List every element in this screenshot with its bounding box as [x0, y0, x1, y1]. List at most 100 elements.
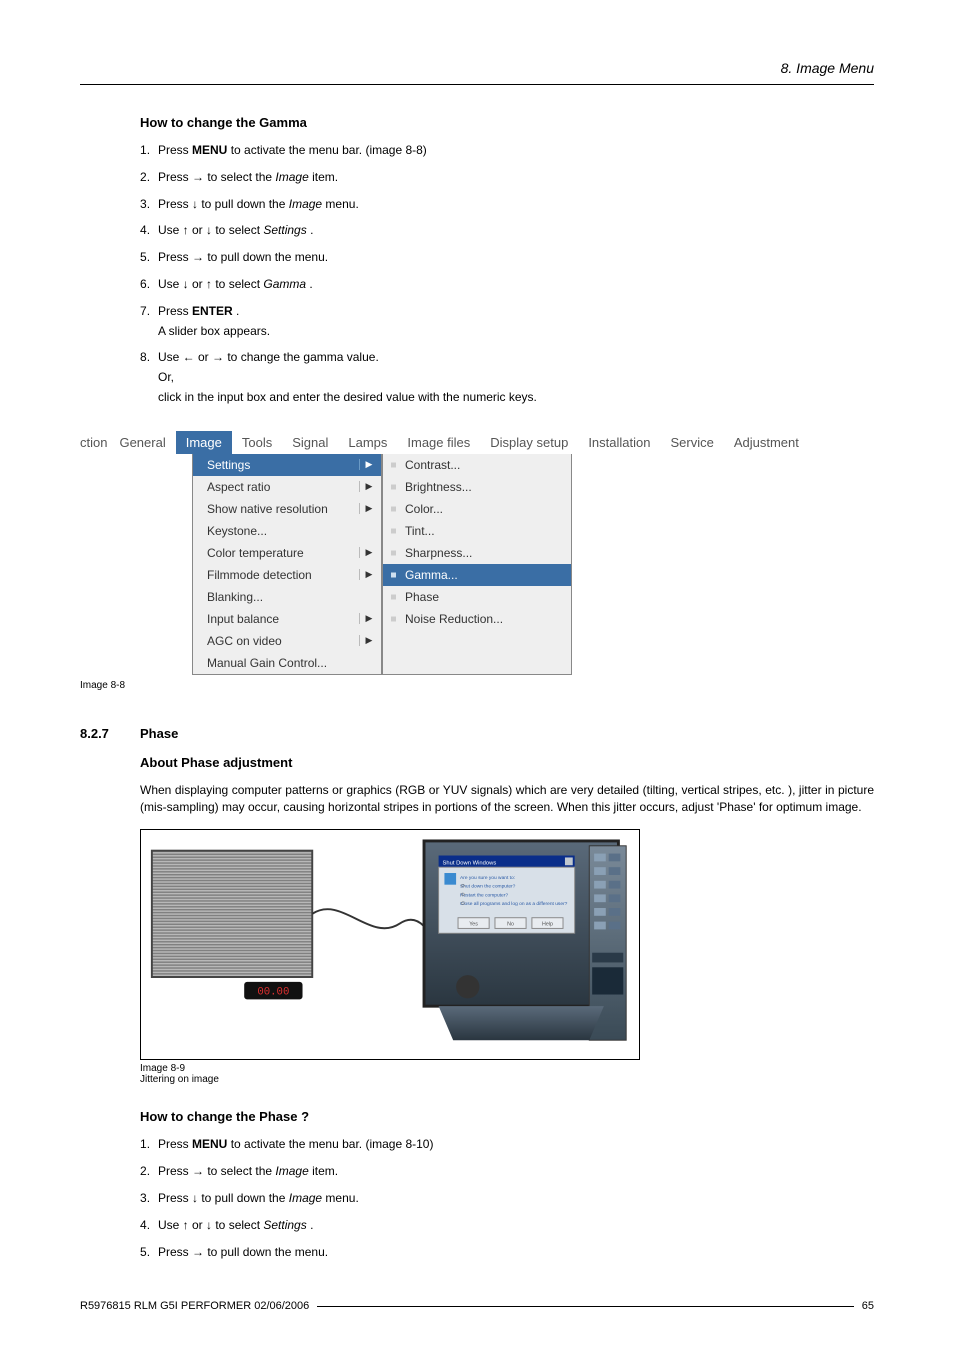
submenu-label: Phase	[405, 590, 565, 604]
submenu-item[interactable]: Blanking...	[193, 586, 381, 608]
menubar-item[interactable]: General	[109, 431, 175, 454]
step-item: Use ↑ or ↓ to select Settings .	[140, 1217, 874, 1234]
section-8-2-7-row: 8.2.7 Phase	[80, 726, 874, 741]
submenu-item[interactable]: Filmmode detection▶	[193, 564, 381, 586]
submenu-item[interactable]: Color...	[383, 498, 571, 520]
step-item: Press → to select the Image item.	[140, 1163, 874, 1180]
submenus: Settings▶Aspect ratio▶Show native resolu…	[80, 454, 840, 675]
submenu-item[interactable]: Brightness...	[383, 476, 571, 498]
svg-text:Close all programs and log on: Close all programs and log on as a diffe…	[460, 901, 568, 907]
svg-text:Shut Down Windows: Shut Down Windows	[442, 861, 496, 867]
submenu-item[interactable]: Keystone...	[193, 520, 381, 542]
submenu-label: Color temperature	[207, 546, 359, 560]
step-item: Press MENU to activate the menu bar. (im…	[140, 1136, 874, 1153]
step-item: Press MENU to activate the menu bar. (im…	[140, 142, 874, 159]
submenu-label: Keystone...	[207, 524, 375, 538]
image-8-9-desc: Jittering on image	[140, 1074, 874, 1085]
phase-figure: 00.00 Shut Down Windows Are you sure you w…	[140, 829, 640, 1060]
step-item: Press ↓ to pull down the Image menu.	[140, 196, 874, 213]
menubar-item[interactable]: Adjustment	[724, 431, 809, 454]
menubar-cut: ction	[80, 431, 109, 454]
submenu-label: Sharpness...	[405, 546, 565, 560]
menubar-item[interactable]: Display setup	[480, 431, 578, 454]
submenu-arrow-icon: ▶	[359, 481, 375, 492]
step-item: Use ← or → to change the gamma value.Or,…	[140, 349, 874, 405]
phase-about-title: About Phase adjustment	[140, 755, 874, 770]
footer-left: R5976815 RLM G5I PERFORMER 02/06/2006	[80, 1300, 309, 1312]
submenu-label: Filmmode detection	[207, 568, 359, 582]
section-num: 8.2.7	[80, 726, 140, 741]
submenu-item[interactable]: Contrast...	[383, 454, 571, 476]
footer: R5976815 RLM G5I PERFORMER 02/06/2006 65	[80, 1300, 874, 1312]
menubar-item[interactable]: Image	[176, 431, 232, 454]
submenu-item[interactable]: AGC on video▶	[193, 630, 381, 652]
submenu-label: Color...	[405, 502, 565, 516]
svg-text:Help: Help	[542, 922, 553, 928]
step-item: Press → to pull down the menu.	[140, 1244, 874, 1261]
image-8-9-caption: Image 8-9	[140, 1063, 874, 1074]
submenu-arrow-icon: ▶	[359, 613, 375, 624]
svg-text:Are you sure you want to:: Are you sure you want to:	[460, 875, 515, 881]
submenu-label: Gamma...	[405, 568, 565, 582]
submenu-secondary: Contrast... Brightness... Color... Tint... S…	[382, 454, 572, 675]
svg-text:Restart the computer?: Restart the computer?	[460, 893, 508, 899]
menubar-item[interactable]: Lamps	[338, 431, 397, 454]
submenu-label: Blanking...	[207, 590, 375, 604]
submenu-label: Aspect ratio	[207, 480, 359, 494]
phase-about-para: When displaying computer patterns or gra…	[140, 782, 874, 816]
menubar-item[interactable]: Signal	[282, 431, 338, 454]
menubar: ctionGeneralImageToolsSignalLampsImage f…	[80, 431, 840, 454]
content-body: How to change the Gamma Press MENU to ac…	[80, 115, 874, 1260]
phase-how-title: How to change the Phase ?	[140, 1109, 874, 1124]
svg-text:Yes: Yes	[469, 922, 478, 928]
submenu-primary: Settings▶Aspect ratio▶Show native resolu…	[192, 454, 382, 675]
submenu-label: Contrast...	[405, 458, 565, 472]
svg-text:Shut down the computer?: Shut down the computer?	[460, 884, 516, 890]
submenu-label: Settings	[207, 458, 359, 472]
submenu-item[interactable]: Aspect ratio▶	[193, 476, 381, 498]
submenu-item[interactable]: Color temperature▶	[193, 542, 381, 564]
submenu-item[interactable]: Show native resolution▶	[193, 498, 381, 520]
step-item: Press → to pull down the menu.	[140, 249, 874, 266]
svg-text:No: No	[507, 922, 514, 928]
submenu-arrow-icon: ▶	[359, 635, 375, 646]
submenu-label: Brightness...	[405, 480, 565, 494]
submenu-item[interactable]: Tint...	[383, 520, 571, 542]
menubar-item[interactable]: Tools	[232, 431, 282, 454]
gamma-title: How to change the Gamma	[140, 115, 874, 130]
menubar-item[interactable]: Image files	[397, 431, 480, 454]
image-8-8-caption: Image 8-8	[80, 680, 874, 691]
phase-illustration: 00.00 Shut Down Windows Are you sure you w…	[147, 836, 633, 1050]
footer-right: 65	[862, 1300, 874, 1312]
footer-line	[317, 1306, 853, 1307]
step-item: Press ENTER .A slider box appears.	[140, 303, 874, 340]
step-item: Use ↑ or ↓ to select Settings .	[140, 222, 874, 239]
submenu-item[interactable]: Gamma...	[383, 564, 571, 586]
submenu-label: Show native resolution	[207, 502, 359, 516]
submenu-arrow-icon: ▶	[359, 459, 375, 470]
section-title: Phase	[140, 726, 178, 741]
submenu-label: Manual Gain Control...	[207, 656, 375, 670]
submenu-label: Tint...	[405, 524, 565, 538]
submenu-arrow-icon: ▶	[359, 503, 375, 514]
svg-text:00.00: 00.00	[257, 987, 289, 999]
submenu-label: AGC on video	[207, 634, 359, 648]
submenu-item[interactable]: Noise Reduction...	[383, 608, 571, 630]
menubar-item[interactable]: Service	[660, 431, 723, 454]
submenu-item[interactable]: Sharpness...	[383, 542, 571, 564]
header-rule	[80, 84, 874, 85]
submenu-item[interactable]: Input balance▶	[193, 608, 381, 630]
submenu-item[interactable]: Manual Gain Control...	[193, 652, 381, 674]
step-item: Press → to select the Image item.	[140, 169, 874, 186]
submenu-item[interactable]: Settings▶	[193, 454, 381, 476]
step-item: Press ↓ to pull down the Image menu.	[140, 1190, 874, 1207]
menu-screenshot: ctionGeneralImageToolsSignalLampsImage f…	[80, 431, 840, 675]
submenu-item[interactable]: Phase	[383, 586, 571, 608]
menubar-item[interactable]: Installation	[578, 431, 660, 454]
submenu-arrow-icon: ▶	[359, 569, 375, 580]
phase-svg-wrap: 00.00 Shut Down Windows Are you sure you w…	[140, 829, 640, 1060]
step-item: Use ↓ or ↑ to select Gamma .	[140, 276, 874, 293]
submenu-label: Noise Reduction...	[405, 612, 565, 626]
phase-steps: Press MENU to activate the menu bar. (im…	[140, 1136, 874, 1260]
gamma-steps: Press MENU to activate the menu bar. (im…	[140, 142, 874, 406]
